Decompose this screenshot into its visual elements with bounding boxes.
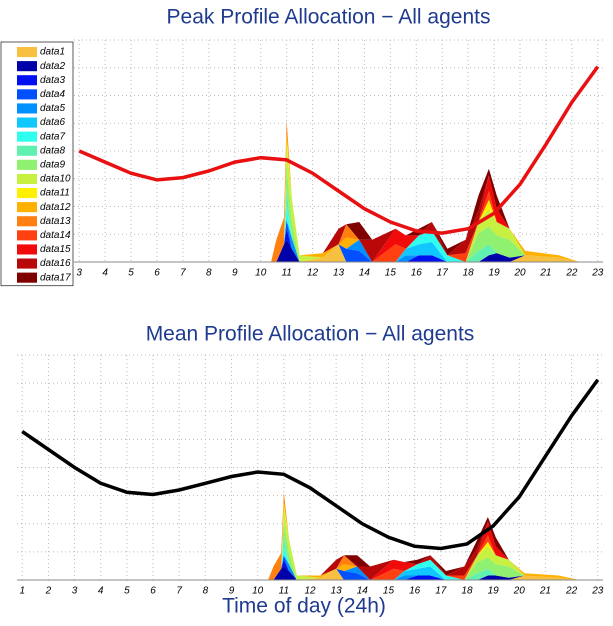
legend-label: data4 xyxy=(40,89,65,100)
x-tick-label: 20 xyxy=(513,586,526,597)
legend-label: data11 xyxy=(40,188,70,199)
legend-label: data8 xyxy=(40,145,65,156)
x-tick-label: 23 xyxy=(591,268,604,279)
x-tick-label: 5 xyxy=(128,268,134,279)
legend-label: data10 xyxy=(40,174,71,185)
x-tick-label: 14 xyxy=(357,586,369,597)
x-tick-label: 7 xyxy=(180,268,186,279)
x-tick-label: 7 xyxy=(176,586,182,597)
x-tick-label: 19 xyxy=(488,586,500,597)
x-tick-label: 6 xyxy=(154,268,160,279)
x-tick-label: 17 xyxy=(435,586,447,597)
legend-swatch xyxy=(17,202,37,213)
x-tick-label: 22 xyxy=(565,268,578,279)
legend-swatch xyxy=(17,131,37,142)
legend-swatch xyxy=(17,103,37,114)
legend-swatch xyxy=(17,188,37,199)
x-tick-label: 15 xyxy=(385,268,397,279)
area xyxy=(22,546,580,580)
x-tick-label: 1 xyxy=(19,586,25,597)
x-tick-label: 10 xyxy=(255,268,267,279)
legend-label: data3 xyxy=(40,75,65,86)
chart-title: Peak Profile Allocation − All agents xyxy=(167,6,491,29)
legend-label: data17 xyxy=(40,272,71,283)
plot xyxy=(17,354,603,581)
x-tick-label: 8 xyxy=(206,268,212,279)
legend-swatch xyxy=(17,244,37,255)
x-tick-label: 20 xyxy=(513,268,526,279)
x-tick-label: 4 xyxy=(98,586,104,597)
legend-label: data16 xyxy=(40,258,71,269)
legend-swatch xyxy=(17,216,37,227)
x-tick-label: 16 xyxy=(409,586,421,597)
x-tick-label: 3 xyxy=(76,268,82,279)
legend-swatch xyxy=(17,258,37,269)
x-tick-label: 12 xyxy=(307,268,319,279)
chart-title: Mean Profile Allocation − All agents xyxy=(146,323,475,346)
legend-swatch xyxy=(17,117,37,128)
x-tick-label: 22 xyxy=(565,586,578,597)
plot xyxy=(27,39,603,263)
legend-label: data1 xyxy=(40,47,65,58)
curve xyxy=(21,378,600,551)
area xyxy=(27,244,580,262)
x-tick-label: 18 xyxy=(461,586,473,597)
area xyxy=(22,568,580,580)
legend-label: data13 xyxy=(40,216,71,227)
legend-swatch xyxy=(17,272,37,283)
legend-label: data12 xyxy=(40,202,71,213)
x-tick-label: 13 xyxy=(331,586,343,597)
area xyxy=(27,206,580,262)
x-tick-label: 14 xyxy=(359,268,371,279)
x-tick-label: 15 xyxy=(383,586,395,597)
x-tick-label: 23 xyxy=(591,586,604,597)
x-tick-label: 11 xyxy=(279,586,289,597)
legend-label: data2 xyxy=(40,61,65,72)
legend-swatch xyxy=(17,230,37,241)
x-tick-label: 4 xyxy=(102,268,108,279)
x-tick-label: 21 xyxy=(539,586,551,597)
legend: data1 data2 data3 data4 data5 data6 data7 data8… xyxy=(0,41,74,287)
legend-label: data6 xyxy=(40,117,65,128)
x-axis-label: Time of day (24h) xyxy=(222,595,386,618)
x-tick-label: 13 xyxy=(333,268,345,279)
curve xyxy=(78,65,600,235)
legend-swatch xyxy=(17,61,37,72)
x-tick-label: 2 xyxy=(45,586,52,597)
legend-label: data14 xyxy=(40,230,71,241)
legend-label: data5 xyxy=(40,103,65,114)
x-tick-label: 17 xyxy=(437,268,449,279)
x-tick-label: 21 xyxy=(539,268,551,279)
x-tick-label: 18 xyxy=(463,268,475,279)
legend-label: data7 xyxy=(40,131,65,142)
legend-swatch xyxy=(17,159,37,170)
legend-swatch xyxy=(17,89,37,100)
x-tick-label: 11 xyxy=(281,268,291,279)
legend-swatch xyxy=(17,173,37,184)
x-tick-label: 3 xyxy=(72,586,78,597)
x-tick-label: 12 xyxy=(304,586,316,597)
x-tick-label: 10 xyxy=(252,586,264,597)
x-tick-label: 8 xyxy=(203,586,209,597)
legend-label: data9 xyxy=(40,159,65,170)
legend-label: data15 xyxy=(40,244,71,255)
x-tick-label: 5 xyxy=(124,586,130,597)
legend-swatch xyxy=(17,47,37,58)
x-tick-label: 19 xyxy=(489,268,501,279)
legend-swatch xyxy=(17,75,37,86)
x-tick-label: 6 xyxy=(150,586,156,597)
x-tick-label: 16 xyxy=(411,268,423,279)
x-tick-label: 9 xyxy=(232,268,238,279)
x-tick-label: 9 xyxy=(229,586,235,597)
legend-swatch xyxy=(17,145,37,156)
